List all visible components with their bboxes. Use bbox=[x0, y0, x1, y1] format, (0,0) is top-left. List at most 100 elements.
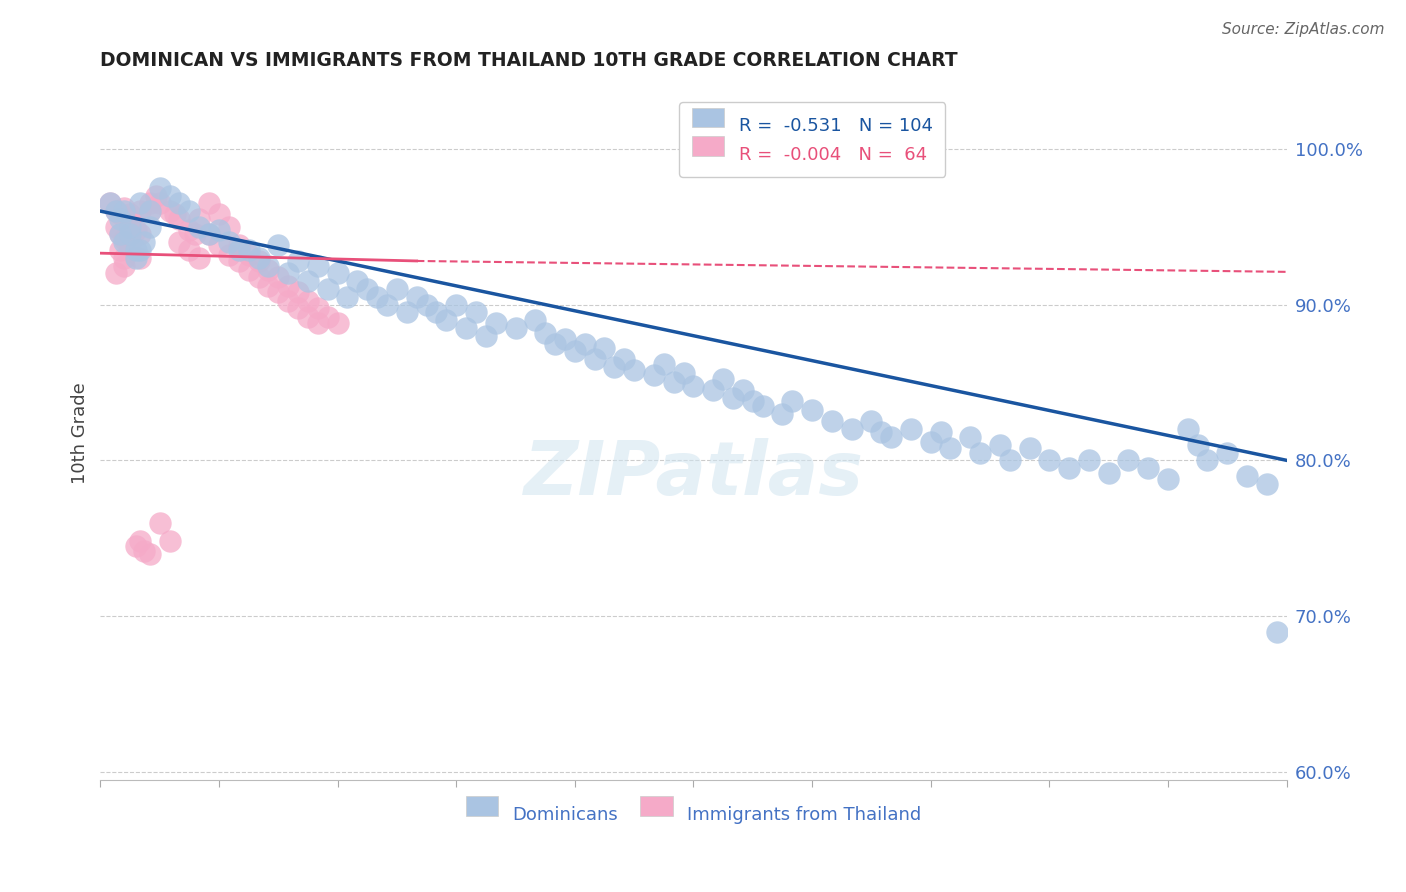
Point bbox=[711, 372, 734, 386]
Point bbox=[128, 227, 150, 242]
Point bbox=[544, 336, 567, 351]
Point bbox=[118, 235, 141, 250]
Point bbox=[505, 321, 527, 335]
Point bbox=[112, 235, 135, 250]
Point bbox=[929, 425, 952, 440]
Point bbox=[198, 196, 221, 211]
Point bbox=[534, 326, 557, 340]
Point bbox=[108, 243, 131, 257]
Point bbox=[475, 328, 498, 343]
Point bbox=[198, 227, 221, 242]
Point bbox=[821, 414, 844, 428]
Point bbox=[969, 445, 991, 459]
Point bbox=[118, 207, 141, 221]
Point bbox=[554, 332, 576, 346]
Point bbox=[159, 188, 181, 202]
Point bbox=[1187, 438, 1209, 452]
Point bbox=[188, 211, 211, 226]
Point bbox=[108, 211, 131, 226]
Point bbox=[356, 282, 378, 296]
Point bbox=[524, 313, 547, 327]
Point bbox=[652, 357, 675, 371]
Point bbox=[125, 243, 148, 257]
Point bbox=[145, 188, 167, 202]
Point bbox=[741, 394, 763, 409]
Point bbox=[128, 204, 150, 219]
Point bbox=[939, 441, 962, 455]
Point bbox=[105, 219, 128, 234]
Point bbox=[159, 534, 181, 549]
Point bbox=[287, 285, 309, 299]
Point bbox=[165, 207, 187, 221]
Point bbox=[277, 278, 299, 293]
Point bbox=[662, 376, 685, 390]
Point bbox=[179, 223, 201, 237]
Point bbox=[247, 251, 270, 265]
Point bbox=[228, 254, 250, 268]
Point bbox=[257, 259, 280, 273]
Point bbox=[149, 516, 172, 530]
Point bbox=[257, 278, 280, 293]
Point bbox=[128, 196, 150, 211]
Point bbox=[208, 207, 231, 221]
Point bbox=[425, 305, 447, 319]
Point bbox=[179, 243, 201, 257]
Point bbox=[169, 196, 191, 211]
Point bbox=[316, 310, 339, 324]
Point bbox=[267, 269, 290, 284]
Point bbox=[770, 407, 793, 421]
Point bbox=[702, 383, 724, 397]
Point bbox=[1265, 624, 1288, 639]
Point bbox=[247, 254, 270, 268]
Point bbox=[277, 267, 299, 281]
Point bbox=[125, 223, 148, 237]
Point bbox=[613, 352, 636, 367]
Point bbox=[880, 430, 903, 444]
Point bbox=[267, 285, 290, 299]
Point bbox=[920, 434, 942, 449]
Point bbox=[564, 344, 586, 359]
Point bbox=[247, 269, 270, 284]
Point bbox=[228, 243, 250, 257]
Point bbox=[643, 368, 665, 382]
Point bbox=[623, 363, 645, 377]
Point bbox=[105, 204, 128, 219]
Point bbox=[682, 378, 704, 392]
Point bbox=[307, 259, 329, 273]
Point bbox=[456, 321, 478, 335]
Point bbox=[1018, 441, 1040, 455]
Point bbox=[105, 267, 128, 281]
Point bbox=[751, 399, 773, 413]
Point bbox=[1177, 422, 1199, 436]
Point bbox=[139, 547, 162, 561]
Point bbox=[179, 204, 201, 219]
Point bbox=[959, 430, 981, 444]
Point bbox=[228, 238, 250, 252]
Point bbox=[132, 235, 155, 250]
Point bbox=[1236, 469, 1258, 483]
Legend: Dominicans, Immigrants from Thailand: Dominicans, Immigrants from Thailand bbox=[457, 795, 931, 833]
Point bbox=[405, 290, 427, 304]
Point bbox=[1197, 453, 1219, 467]
Point bbox=[218, 235, 240, 250]
Point bbox=[112, 204, 135, 219]
Point bbox=[125, 539, 148, 553]
Point bbox=[238, 263, 260, 277]
Point bbox=[118, 238, 141, 252]
Point bbox=[326, 316, 349, 330]
Point bbox=[139, 204, 162, 219]
Point bbox=[1137, 461, 1160, 475]
Point bbox=[139, 219, 162, 234]
Point bbox=[326, 267, 349, 281]
Point bbox=[139, 196, 162, 211]
Point bbox=[860, 414, 883, 428]
Point bbox=[366, 290, 388, 304]
Point bbox=[287, 301, 309, 315]
Point bbox=[672, 366, 695, 380]
Point bbox=[583, 352, 606, 367]
Point bbox=[188, 251, 211, 265]
Point bbox=[238, 248, 260, 262]
Point bbox=[297, 294, 319, 309]
Point bbox=[149, 180, 172, 194]
Point bbox=[1216, 445, 1239, 459]
